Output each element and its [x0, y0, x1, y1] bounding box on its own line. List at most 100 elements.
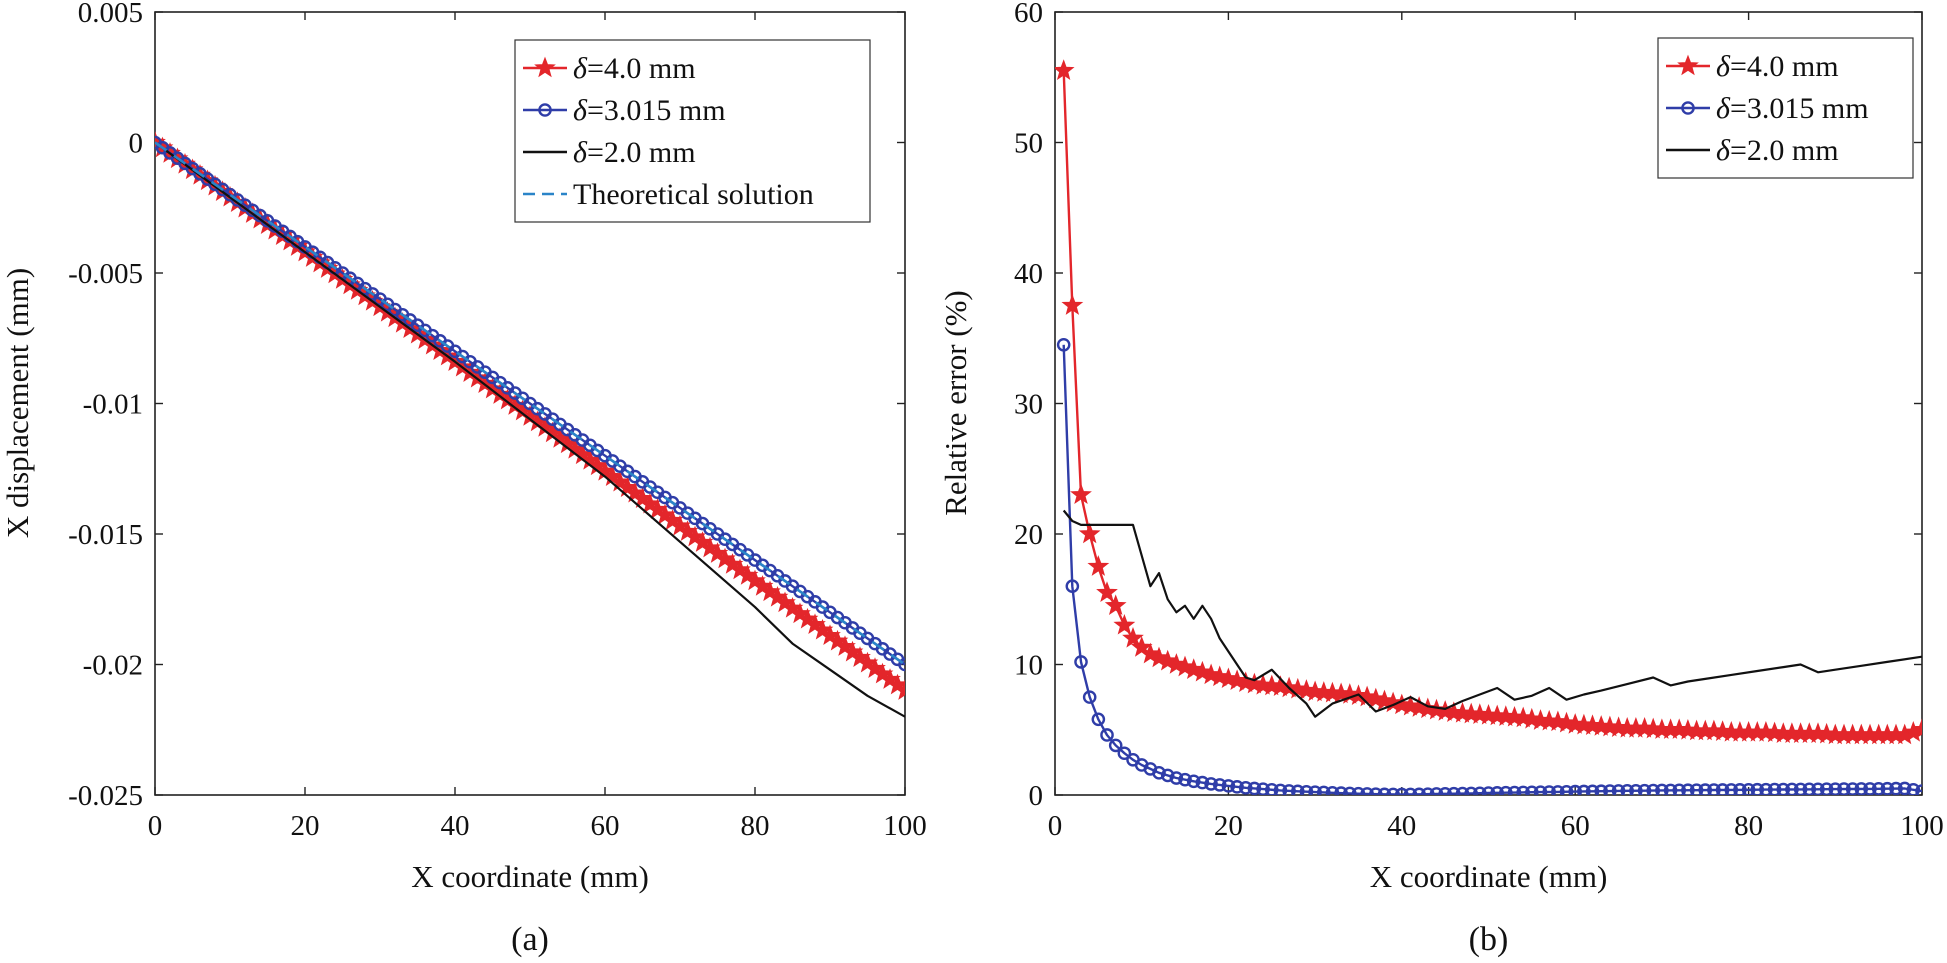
data-point	[1507, 785, 1522, 795]
data-point	[1715, 783, 1730, 795]
data-point	[1082, 690, 1097, 704]
data-point	[1637, 783, 1652, 795]
legend-box	[514, 39, 871, 223]
x-tick-label: 40	[441, 810, 470, 842]
data-point	[1724, 783, 1739, 795]
x-tick-label: 80	[741, 810, 770, 842]
data-point	[1055, 59, 1075, 80]
y-tick-label: 30	[1014, 389, 1043, 421]
data-point	[1689, 783, 1704, 795]
data-point	[1837, 782, 1851, 795]
x-axis-label: X coordinate (mm)	[411, 859, 649, 894]
x-axis-label: X coordinate (mm)	[1370, 859, 1608, 894]
data-point	[1395, 787, 1409, 795]
series-line	[1062, 509, 1922, 718]
data-point	[1906, 782, 1921, 795]
data-point	[1741, 782, 1756, 795]
data-point	[1711, 720, 1734, 741]
data-point	[1533, 785, 1548, 795]
data-point	[1113, 613, 1136, 635]
y-tick-label: -0.005	[68, 258, 143, 290]
data-point	[1473, 786, 1487, 795]
data-point	[1334, 786, 1348, 795]
data-point	[1360, 787, 1374, 795]
legend: δ=4.0 mmδ=3.015 mmδ=2.0 mm	[1657, 37, 1914, 179]
y-tick-label: -0.025	[68, 780, 143, 812]
data-point	[1520, 707, 1543, 729]
data-point	[1642, 717, 1665, 739]
series-2	[155, 141, 905, 718]
data-point	[1659, 718, 1682, 739]
data-point	[1880, 781, 1895, 795]
x-tick-label: 100	[883, 810, 927, 842]
legend-entry: δ=3.015 mm	[1716, 92, 1869, 125]
data-point	[1815, 722, 1838, 744]
data-point	[1594, 784, 1609, 795]
data-point	[1186, 774, 1201, 789]
legend-entry: δ=4.0 mm	[1716, 50, 1839, 83]
series-line	[155, 141, 905, 666]
data-point	[1655, 783, 1669, 795]
data-point	[1230, 780, 1244, 794]
data-point	[1625, 716, 1647, 738]
data-point	[1061, 294, 1084, 315]
data-point	[1538, 709, 1561, 731]
series-line	[155, 141, 905, 718]
y-tick-label: -0.015	[68, 519, 143, 551]
data-point	[1698, 783, 1713, 795]
y-tick-label: 0.005	[78, 0, 143, 29]
y-tick-label: -0.01	[83, 389, 143, 421]
y-tick-label: 10	[1014, 650, 1043, 682]
y-tick-label: 0	[1029, 780, 1044, 812]
y-tick-label: 20	[1014, 519, 1043, 551]
data-point	[1677, 718, 1699, 740]
data-point	[1451, 701, 1474, 723]
data-point	[1746, 720, 1769, 742]
legend-swatch-marker	[534, 56, 556, 78]
data-point	[898, 657, 905, 672]
legend-entry-symbol: δ	[1716, 134, 1731, 167]
data-point	[1447, 786, 1461, 795]
data-point	[1767, 782, 1782, 795]
data-point	[1889, 781, 1903, 795]
data-point	[1620, 784, 1635, 795]
data-point	[1902, 720, 1922, 742]
data-point	[1915, 784, 1922, 795]
data-point	[1438, 787, 1452, 795]
data-point	[1386, 787, 1400, 795]
data-point	[1260, 674, 1283, 696]
data-point	[1573, 713, 1595, 735]
legend-entry: δ=3.015 mm	[573, 94, 726, 127]
plot-area	[1055, 59, 1922, 795]
data-point	[1074, 655, 1088, 669]
legend-entry-text: =2.0 mm	[587, 136, 696, 169]
legend-swatch-marker	[1681, 101, 1695, 115]
data-point	[1577, 784, 1591, 795]
x-tick-label: 0	[1048, 810, 1063, 842]
data-point	[1429, 787, 1444, 795]
data-point	[1863, 782, 1877, 795]
legend-entry-symbol: δ	[573, 94, 588, 127]
y-tick-label: -0.02	[83, 650, 143, 682]
data-point	[1828, 782, 1843, 795]
data-point	[1078, 522, 1101, 544]
data-point	[1273, 783, 1288, 795]
series-1	[1056, 337, 1922, 795]
data-point	[1247, 781, 1262, 795]
data-point	[1178, 772, 1192, 787]
legend-entry-text: =3.015 mm	[587, 94, 726, 127]
data-point	[1256, 782, 1270, 795]
data-point	[1763, 721, 1786, 743]
data-point	[1208, 665, 1231, 687]
data-point	[1871, 782, 1886, 795]
legend-entry-text: =4.0 mm	[1730, 50, 1839, 83]
data-point	[1156, 649, 1179, 671]
data-point	[1308, 785, 1322, 795]
data-point	[1516, 785, 1530, 795]
data-point	[1499, 785, 1513, 795]
data-point	[1568, 784, 1582, 795]
data-point	[1559, 784, 1574, 795]
legend-entry-text: =4.0 mm	[587, 52, 696, 85]
